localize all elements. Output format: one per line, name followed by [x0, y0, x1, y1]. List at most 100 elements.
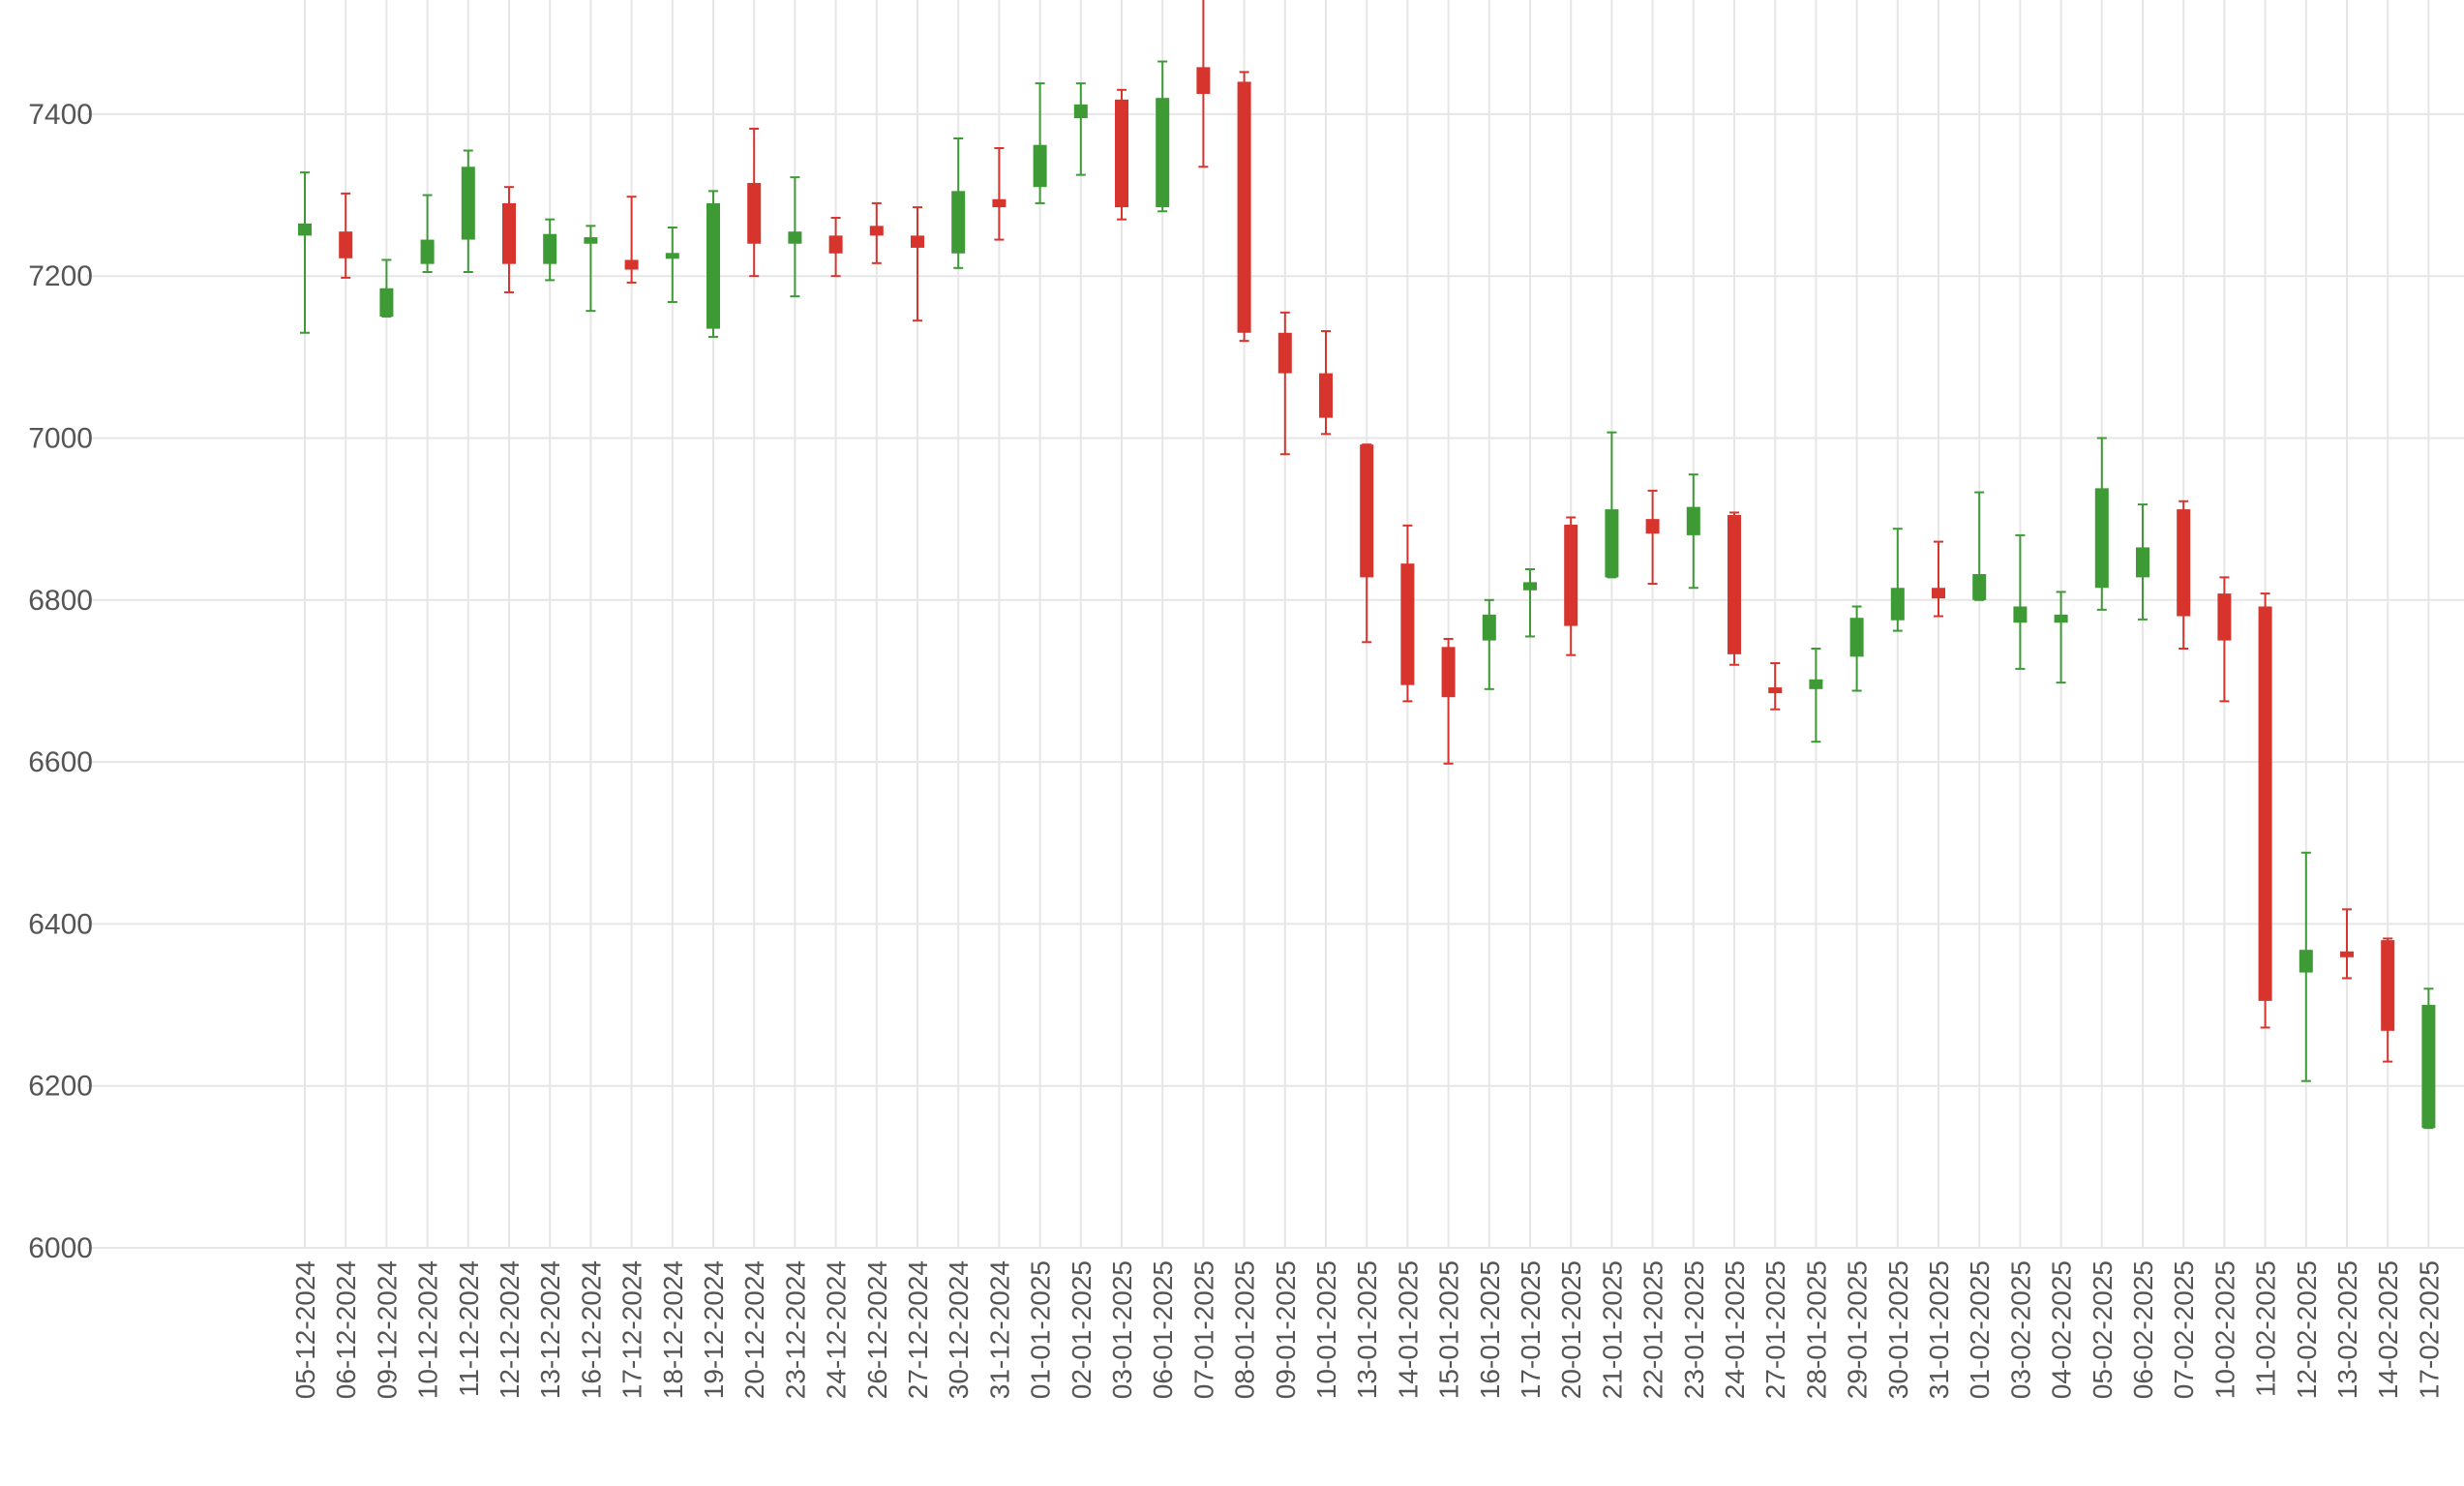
x-tick-label: 23-12-2024: [780, 1260, 810, 1399]
y-axis-tick-labels: 6000 6200 6400 6600 6800 7000 7200 7400: [28, 99, 93, 1264]
candle: [298, 171, 312, 334]
candle-body: [1972, 574, 1987, 600]
candle-body: [543, 233, 557, 264]
candle-body: [2258, 606, 2272, 1001]
x-tick-label: 20-12-2024: [739, 1260, 769, 1399]
x-tick-label: 18-12-2024: [658, 1260, 688, 1399]
candle: [869, 201, 884, 264]
candle: [951, 136, 966, 269]
candle-body: [2217, 593, 2232, 641]
x-tick-label: 13-01-2025: [1352, 1260, 1382, 1399]
candle: [1645, 489, 1660, 586]
candle: [2421, 987, 2436, 1130]
candle: [461, 149, 475, 274]
candle: [2136, 503, 2149, 621]
candle-body: [1033, 144, 1047, 188]
x-tick-label: 01-02-2025: [1965, 1260, 1995, 1399]
x-tick-label: 12-12-2024: [495, 1260, 525, 1399]
x-tick-label: 16-01-2025: [1475, 1260, 1505, 1399]
candle: [1605, 431, 1619, 579]
x-tick-label: 21-01-2025: [1597, 1260, 1627, 1399]
candle-body: [339, 231, 353, 258]
candle-body: [869, 226, 884, 236]
candle: [1482, 598, 1496, 690]
x-tick-label: 27-01-2025: [1760, 1260, 1790, 1399]
candle-body: [1441, 647, 1456, 698]
candle-body: [2013, 606, 2028, 623]
x-tick-label: 06-12-2024: [331, 1260, 361, 1399]
candle: [1809, 647, 1823, 743]
candle-body: [665, 253, 679, 259]
candle: [1115, 88, 1128, 221]
x-tick-label: 24-01-2025: [1720, 1260, 1750, 1399]
candle-body: [992, 198, 1007, 208]
x-tick-label: 11-02-2025: [2251, 1260, 2281, 1397]
x-tick-label: 05-12-2024: [290, 1260, 320, 1399]
candle: [1033, 82, 1047, 204]
candle-body: [1849, 618, 1864, 657]
candle: [2381, 937, 2395, 1063]
candle: [2054, 591, 2068, 684]
x-tick-label: 29-01-2025: [1843, 1260, 1873, 1399]
candle-body: [1645, 519, 1660, 534]
candle: [584, 225, 598, 313]
candle: [2013, 533, 2028, 670]
candle-body: [461, 167, 475, 240]
x-tick-label: 14-01-2025: [1393, 1260, 1423, 1399]
x-axis-tick-labels: 05-12-2024 06-12-2024 09-12-2024 10-12-2024…: [290, 1260, 2444, 1399]
candle-body: [584, 237, 598, 244]
candle: [1156, 60, 1170, 213]
candle-body: [1564, 525, 1578, 626]
x-tick-label: 09-01-2025: [1271, 1260, 1301, 1399]
candle: [624, 196, 639, 284]
candle: [992, 147, 1007, 241]
x-tick-label: 20-01-2025: [1556, 1260, 1586, 1399]
candle-body: [951, 191, 966, 254]
candle-body: [1523, 582, 1537, 591]
x-tick-label: 24-12-2024: [822, 1260, 852, 1399]
x-tick-label: 03-02-2025: [2005, 1260, 2035, 1399]
candle: [2340, 908, 2354, 980]
candle: [747, 127, 762, 278]
candle: [1972, 491, 1987, 601]
candle-body: [2136, 547, 2149, 578]
x-tick-label: 07-02-2025: [2169, 1260, 2199, 1399]
x-tick-label: 07-01-2025: [1188, 1260, 1218, 1399]
candle-body: [1768, 687, 1783, 694]
candle: [1728, 511, 1741, 666]
x-tick-label: 12-02-2025: [2292, 1260, 2322, 1399]
candle: [1849, 605, 1864, 692]
y-tick-label: 6600: [28, 746, 93, 778]
candle-body: [1073, 104, 1088, 119]
x-tick-label: 26-12-2024: [862, 1260, 892, 1399]
candle-body: [1156, 98, 1170, 208]
candle: [2217, 576, 2232, 703]
x-tick-label: 13-12-2024: [535, 1260, 565, 1399]
candle-body: [747, 183, 762, 244]
candle: [1237, 71, 1251, 343]
candle: [1319, 330, 1333, 436]
x-tick-label: 17-01-2025: [1516, 1260, 1546, 1399]
candle: [788, 176, 802, 298]
candle-body: [1319, 373, 1333, 418]
x-tick-label: 15-01-2025: [1434, 1260, 1464, 1399]
candle: [1360, 443, 1374, 644]
candle: [1073, 82, 1088, 176]
candle: [1400, 524, 1415, 703]
candle-body: [1400, 563, 1415, 685]
x-tick-label: 10-12-2024: [413, 1260, 443, 1399]
candle-body: [1605, 509, 1619, 578]
x-tick-label: 03-01-2025: [1107, 1260, 1137, 1399]
candle: [1441, 637, 1456, 765]
candle: [1523, 568, 1537, 638]
candle: [2258, 592, 2272, 1029]
candle-body: [1728, 514, 1741, 654]
candle-body: [502, 202, 516, 264]
y-tick-label: 7400: [28, 99, 93, 131]
candle: [1890, 528, 1905, 632]
candle-body: [1237, 81, 1251, 333]
candle: [543, 218, 557, 282]
candle: [1932, 540, 1945, 618]
